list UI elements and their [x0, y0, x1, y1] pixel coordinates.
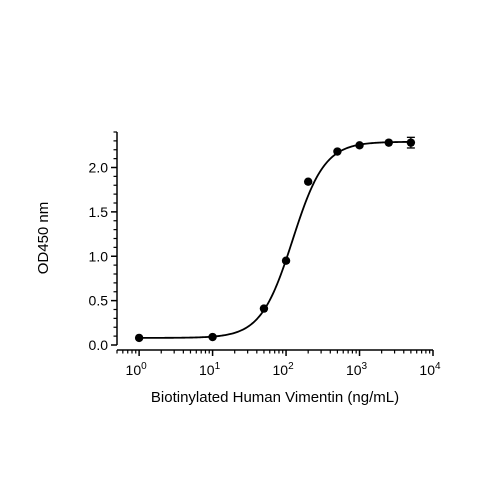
y-tick-label: 1.0 — [89, 248, 109, 264]
data-point — [384, 138, 393, 147]
x-tick-label: 104 — [419, 361, 441, 378]
x-axis-label: Biotinylated Human Vimentin (ng/mL) — [151, 389, 399, 406]
y-axis-label: OD450 nm — [35, 202, 52, 275]
plot-area — [134, 136, 416, 343]
data-point — [333, 147, 342, 156]
fit-curve — [139, 140, 411, 339]
data-point — [134, 333, 144, 343]
data-point — [355, 141, 364, 150]
y-tick-label: 0.0 — [89, 337, 109, 353]
data-point — [281, 256, 291, 265]
y-tick-label: 1.5 — [89, 204, 109, 220]
x-tick-label: 100 — [126, 361, 148, 378]
data-point — [406, 138, 416, 147]
x-tick-label: 103 — [346, 361, 368, 378]
data-point — [259, 304, 269, 313]
x-tick-label: 102 — [272, 361, 294, 378]
y-tick-label: 2.0 — [89, 160, 109, 176]
x-tick-label: 101 — [199, 361, 221, 378]
y-axis: 0.0 0.5 1.0 1.5 2.0 — [89, 131, 118, 353]
x-axis: 100 101 102 103 104 — [116, 349, 441, 378]
data-point — [208, 332, 217, 342]
data-point — [303, 177, 313, 186]
y-tick-label: 0.5 — [89, 293, 109, 309]
